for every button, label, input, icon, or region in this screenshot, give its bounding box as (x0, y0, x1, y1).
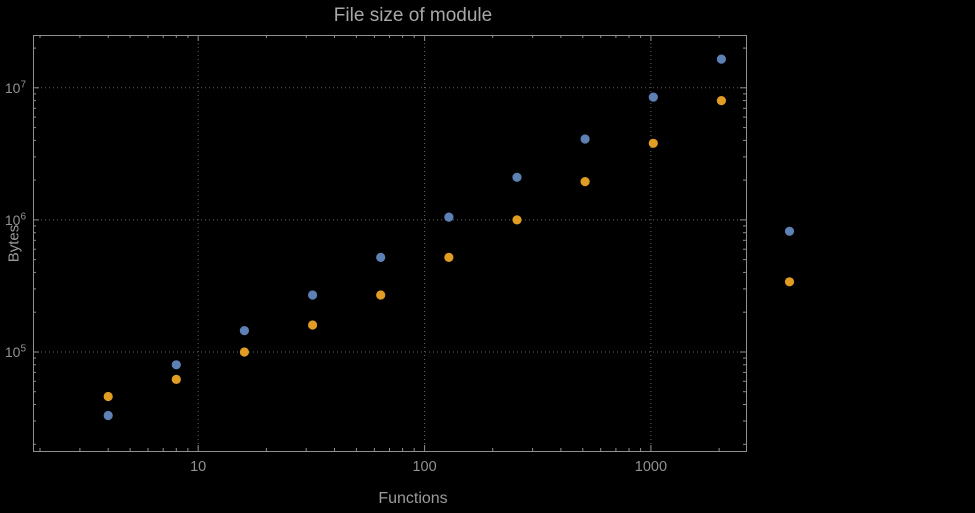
data-point-blue (716, 54, 727, 64)
data-point-blue (784, 226, 795, 236)
data-point-blue (444, 212, 454, 222)
data-point-blue (512, 172, 522, 182)
data-point-blue (308, 290, 318, 300)
x-axis-label: Functions (378, 490, 448, 507)
y-tick-label: 105 (4, 343, 26, 360)
y-tick-label: 107 (4, 79, 26, 96)
data-point-orange (376, 290, 386, 300)
x-tick-label: 100 (412, 459, 437, 475)
data-point-orange (444, 252, 454, 262)
data-point-blue (171, 360, 181, 370)
data-point-orange (784, 277, 795, 287)
data-point-orange (239, 347, 249, 357)
data-point-blue (103, 410, 113, 421)
data-point-orange (648, 138, 658, 148)
data-point-blue (376, 252, 386, 262)
x-tick-label: 1000 (634, 459, 668, 475)
y-tick-label: 106 (4, 211, 26, 228)
data-point-blue (239, 326, 249, 336)
data-point-blue (648, 92, 658, 102)
x-tick-label: 10 (190, 459, 207, 475)
data-point-orange (580, 177, 590, 187)
chart-title: File size of module (333, 5, 493, 26)
data-point-orange (171, 374, 181, 384)
data-point-orange (103, 391, 113, 402)
data-point-orange (512, 215, 522, 225)
data-point-orange (716, 96, 727, 106)
data-point-blue (580, 134, 590, 144)
plot-frame (33, 35, 747, 452)
data-point-orange (308, 320, 318, 330)
